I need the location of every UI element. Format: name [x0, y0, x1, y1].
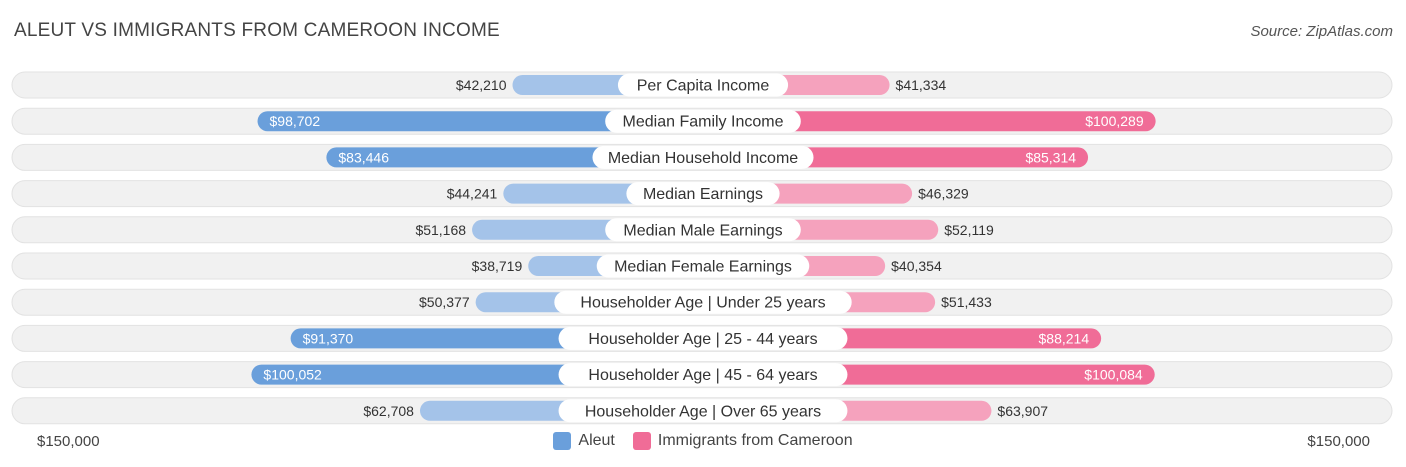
axis-right-max-label: $150,000	[1307, 433, 1370, 450]
value-label-cameroon: $100,084	[1084, 367, 1143, 383]
chart-title: ALEUT VS IMMIGRANTS FROM CAMEROON INCOME	[14, 20, 500, 41]
legend-label-aleut: Aleut	[578, 432, 615, 449]
category-label-pill	[592, 145, 814, 169]
bar-cameroon	[703, 111, 1156, 132]
value-label-cameroon: $40,354	[891, 258, 942, 274]
value-label-aleut: $62,708	[363, 403, 414, 419]
value-label-aleut: $38,719	[472, 258, 523, 274]
value-label-aleut: $100,052	[263, 367, 322, 383]
category-label: Householder Age | Over 65 years	[585, 403, 821, 420]
category-label: Householder Age | 25 - 44 years	[588, 331, 817, 348]
value-label-aleut: $51,168	[415, 222, 466, 238]
legend: Aleut Immigrants from Cameroon	[0, 432, 1406, 450]
value-label-aleut: $91,370	[303, 330, 354, 346]
category-label-pill	[558, 326, 848, 350]
category-label-pill	[558, 363, 848, 387]
category-label-pill	[554, 290, 852, 314]
legend-label-cameroon: Immigrants from Cameroon	[657, 432, 853, 449]
legend-swatch-aleut	[553, 432, 572, 450]
category-label-pill	[626, 182, 780, 206]
value-label-aleut: $83,446	[338, 149, 389, 165]
value-label-cameroon: $63,907	[997, 403, 1048, 419]
axis-left-max-label: $150,000	[37, 433, 100, 450]
category-label: Median Female Earnings	[614, 259, 792, 276]
category-label-pill	[605, 109, 801, 133]
value-label-cameroon: $100,289	[1085, 113, 1144, 129]
category-label-pill	[558, 399, 848, 423]
value-label-cameroon: $51,433	[941, 294, 992, 310]
legend-swatch-cameroon	[632, 432, 651, 450]
value-label-aleut: $44,241	[447, 186, 498, 202]
category-label: Median Household Income	[608, 150, 798, 167]
value-label-cameroon: $88,214	[1039, 330, 1090, 346]
legend-item-aleut: Aleut	[553, 432, 615, 450]
category-label-pill	[605, 218, 801, 242]
category-label: Median Earnings	[643, 186, 763, 203]
category-label-pill	[596, 254, 810, 278]
category-label: Householder Age | 45 - 64 years	[588, 367, 817, 384]
category-label: Median Male Earnings	[623, 222, 782, 239]
value-label-aleut: $98,702	[270, 113, 321, 129]
category-label: Per Capita Income	[637, 78, 770, 95]
category-label: Median Family Income	[623, 114, 784, 131]
value-label-cameroon: $52,119	[944, 222, 994, 238]
value-label-cameroon: $41,334	[896, 77, 947, 93]
category-label: Householder Age | Under 25 years	[580, 295, 825, 312]
bar-aleut	[257, 111, 703, 132]
legend-item-cameroon: Immigrants from Cameroon	[632, 432, 853, 450]
category-label-pill	[617, 73, 789, 97]
value-label-aleut: $42,210	[456, 77, 507, 93]
value-label-cameroon: $46,329	[918, 186, 969, 202]
value-label-aleut: $50,377	[419, 294, 470, 310]
value-label-cameroon: $85,314	[1025, 149, 1076, 165]
source-attribution: Source: ZipAtlas.com	[1250, 23, 1393, 40]
